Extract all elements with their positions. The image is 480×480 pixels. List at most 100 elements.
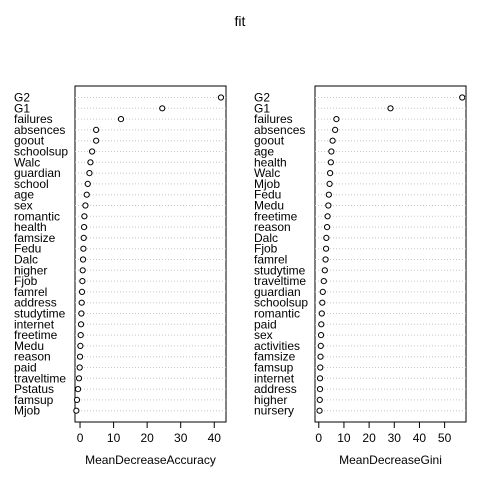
category-label: Dalc	[14, 253, 38, 267]
category-label: failures	[14, 112, 53, 126]
category-label: famsize	[14, 231, 56, 245]
data-point-reason	[323, 224, 331, 231]
data-point-dalc	[323, 234, 330, 241]
category-label: health	[14, 220, 47, 234]
panel-mean-decrease-gini: G2G1failuresabsencesgooutagehealthWalcMj…	[254, 85, 467, 467]
data-point-dalc	[79, 256, 87, 263]
data-point-address	[316, 386, 324, 393]
data-point-fjob	[79, 278, 86, 285]
chart-title: fit	[235, 13, 246, 29]
data-point-walc	[327, 170, 334, 177]
category-label: famrel	[254, 253, 287, 267]
category-label: sex	[14, 199, 33, 213]
data-point-studytime	[78, 310, 85, 317]
category-label: romantic	[254, 307, 300, 321]
data-point-paid	[318, 321, 325, 328]
x-tick-label: 30	[388, 431, 402, 445]
category-label: Walc	[14, 155, 40, 169]
category-label: reason	[254, 220, 291, 234]
data-point-famsup	[73, 396, 81, 403]
data-point-fedu	[325, 191, 332, 198]
data-point-walc	[87, 159, 94, 166]
category-label: internet	[14, 317, 55, 331]
data-point-famrel	[78, 288, 86, 295]
data-point-fedu	[80, 245, 87, 252]
category-label: famsize	[254, 350, 296, 364]
data-point-age	[83, 191, 90, 198]
category-label: higher	[254, 393, 287, 407]
category-label: studytime	[14, 307, 66, 321]
category-label: G1	[14, 101, 30, 115]
data-point-higher	[316, 396, 323, 403]
category-label: freetime	[14, 328, 58, 342]
category-label: G2	[14, 91, 30, 105]
category-label: G2	[254, 91, 270, 105]
category-label: Mjob	[254, 177, 280, 191]
data-point-g2	[459, 94, 466, 101]
x-axis-label-accuracy: MeanDecreaseAccuracy	[85, 453, 216, 467]
x-tick-label: 20	[140, 431, 154, 445]
category-label: G1	[254, 101, 270, 115]
data-point-school	[84, 180, 91, 187]
category-label: absences	[14, 123, 65, 137]
category-label: nursery	[254, 404, 294, 418]
data-point-sex	[82, 202, 89, 209]
category-label: goout	[14, 134, 45, 148]
category-label: studytime	[254, 263, 306, 277]
category-label: traveltime	[254, 274, 306, 288]
category-label: internet	[254, 371, 295, 385]
category-label: absences	[254, 123, 305, 137]
category-label: freetime	[254, 209, 298, 223]
data-point-famsize	[80, 234, 87, 241]
data-point-schoolsup	[89, 148, 96, 155]
data-point-health	[80, 224, 88, 231]
category-label: paid	[14, 361, 37, 375]
data-point-studytime	[321, 267, 328, 274]
data-point-fjob	[322, 245, 330, 252]
category-label: Walc	[254, 166, 280, 180]
category-label: age	[254, 145, 274, 159]
plot-frame	[314, 85, 467, 423]
category-label: address	[254, 382, 297, 396]
category-label: traveltime	[14, 371, 66, 385]
category-label: Medu	[254, 199, 284, 213]
x-tick-label: 10	[337, 431, 351, 445]
data-point-freetime	[77, 332, 84, 339]
data-point-g1	[387, 105, 394, 112]
data-point-traveltime	[75, 375, 83, 382]
data-point-g1	[159, 105, 166, 112]
category-label: reason	[14, 350, 51, 364]
data-point-mjob	[326, 180, 333, 187]
x-tick-label: 0	[77, 431, 84, 445]
data-point-internet	[77, 321, 85, 328]
category-label: paid	[254, 317, 277, 331]
category-label: schoolsup	[14, 145, 68, 159]
category-label: guardian	[254, 285, 301, 299]
category-label: famsup	[14, 393, 54, 407]
plot-frame	[74, 85, 227, 423]
data-point-medu	[325, 202, 332, 209]
data-point-paid	[76, 364, 83, 371]
category-label: Pstatus	[14, 382, 54, 396]
x-axis-label-gini: MeanDecreaseGini	[339, 453, 442, 467]
x-tick-label: 0	[315, 431, 322, 445]
category-label: Mjob	[14, 404, 40, 418]
x-tick-label: 40	[413, 431, 427, 445]
category-label: goout	[254, 134, 285, 148]
data-point-freetime	[324, 213, 331, 220]
category-label: activities	[254, 339, 300, 353]
category-label: sex	[254, 328, 273, 342]
data-point-health	[327, 159, 334, 166]
category-label: Dalc	[254, 231, 278, 245]
category-label: Fedu	[254, 188, 281, 202]
data-point-failures	[117, 116, 125, 123]
data-point-goout	[93, 137, 100, 144]
data-point-absences	[332, 126, 339, 133]
data-point-g2	[217, 94, 225, 101]
x-tick-label: 30	[174, 431, 188, 445]
data-point-reason	[76, 353, 84, 360]
category-label: Fjob	[254, 242, 278, 256]
data-point-romantic	[81, 213, 88, 220]
category-label: Medu	[14, 339, 44, 353]
